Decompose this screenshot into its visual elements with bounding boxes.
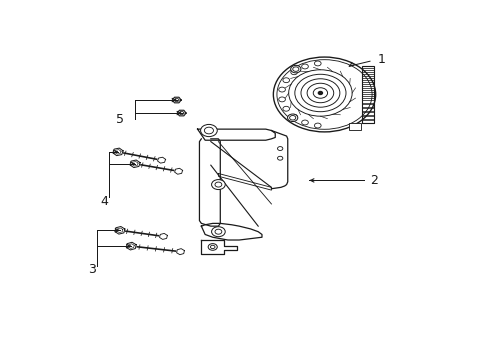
Bar bbox=[362, 88, 373, 90]
Polygon shape bbox=[159, 233, 167, 239]
Polygon shape bbox=[271, 131, 287, 189]
Circle shape bbox=[211, 227, 225, 237]
Bar bbox=[362, 100, 373, 103]
Bar bbox=[362, 96, 373, 99]
Bar bbox=[362, 104, 373, 107]
Circle shape bbox=[318, 91, 322, 94]
Bar bbox=[362, 72, 373, 75]
Polygon shape bbox=[157, 157, 165, 163]
Polygon shape bbox=[197, 129, 275, 140]
Polygon shape bbox=[115, 226, 124, 234]
Bar bbox=[362, 116, 373, 118]
Circle shape bbox=[200, 125, 217, 136]
Circle shape bbox=[211, 180, 225, 190]
Polygon shape bbox=[176, 249, 184, 255]
Bar bbox=[362, 92, 373, 94]
Circle shape bbox=[287, 114, 297, 122]
Circle shape bbox=[208, 244, 217, 250]
Polygon shape bbox=[130, 160, 140, 167]
Bar bbox=[362, 68, 373, 71]
Text: 5: 5 bbox=[116, 113, 123, 126]
Polygon shape bbox=[201, 223, 262, 240]
Text: 3: 3 bbox=[88, 264, 96, 276]
Polygon shape bbox=[172, 97, 181, 103]
Polygon shape bbox=[201, 240, 237, 254]
Text: 2: 2 bbox=[369, 174, 377, 187]
Polygon shape bbox=[126, 242, 136, 250]
Bar bbox=[362, 80, 373, 82]
Polygon shape bbox=[199, 139, 220, 226]
Bar bbox=[362, 66, 373, 122]
Polygon shape bbox=[174, 168, 182, 174]
Circle shape bbox=[290, 66, 300, 73]
Bar bbox=[362, 76, 373, 78]
Bar bbox=[362, 108, 373, 111]
Polygon shape bbox=[113, 148, 123, 156]
Polygon shape bbox=[177, 110, 186, 116]
Bar bbox=[362, 112, 373, 114]
Circle shape bbox=[270, 55, 377, 134]
Bar bbox=[362, 84, 373, 86]
Bar bbox=[362, 120, 373, 122]
Text: 4: 4 bbox=[101, 195, 108, 208]
Polygon shape bbox=[218, 174, 271, 190]
Text: 1: 1 bbox=[377, 53, 385, 66]
Bar bbox=[348, 122, 361, 130]
